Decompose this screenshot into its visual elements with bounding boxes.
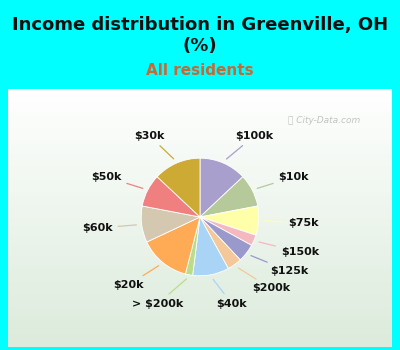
Bar bbox=[8, 226, 392, 231]
Bar bbox=[8, 274, 392, 278]
Bar bbox=[8, 261, 392, 265]
Bar bbox=[8, 278, 392, 282]
Bar bbox=[8, 248, 392, 252]
Bar bbox=[8, 214, 392, 218]
Text: $150k: $150k bbox=[259, 242, 319, 257]
Bar bbox=[8, 93, 392, 98]
Text: All residents: All residents bbox=[146, 63, 254, 78]
Wedge shape bbox=[200, 217, 252, 260]
Bar bbox=[8, 316, 392, 321]
Bar bbox=[8, 252, 392, 257]
Wedge shape bbox=[141, 206, 200, 242]
Bar bbox=[8, 188, 392, 192]
Bar bbox=[8, 235, 392, 239]
Text: $100k: $100k bbox=[226, 131, 273, 159]
Bar bbox=[8, 196, 392, 201]
Bar bbox=[8, 244, 392, 248]
Bar bbox=[8, 154, 392, 158]
Bar bbox=[8, 115, 392, 119]
Bar bbox=[8, 132, 392, 136]
Wedge shape bbox=[147, 217, 200, 274]
Bar bbox=[8, 102, 392, 106]
Wedge shape bbox=[200, 217, 240, 268]
Bar bbox=[8, 201, 392, 205]
Bar bbox=[8, 299, 392, 303]
Text: Income distribution in Greenville, OH: Income distribution in Greenville, OH bbox=[12, 16, 388, 34]
Bar bbox=[8, 171, 392, 175]
Bar bbox=[8, 179, 392, 183]
Text: $75k: $75k bbox=[264, 218, 318, 228]
Bar bbox=[8, 265, 392, 270]
Wedge shape bbox=[185, 217, 200, 275]
Bar bbox=[8, 334, 392, 338]
Bar bbox=[8, 329, 392, 334]
Bar bbox=[8, 141, 392, 145]
Wedge shape bbox=[200, 217, 256, 245]
Bar bbox=[8, 89, 392, 93]
Bar bbox=[8, 209, 392, 214]
Text: 🔍 City-Data.com: 🔍 City-Data.com bbox=[288, 116, 360, 125]
Bar bbox=[8, 308, 392, 312]
Bar bbox=[8, 119, 392, 124]
Bar bbox=[8, 98, 392, 102]
Bar bbox=[8, 257, 392, 261]
Bar bbox=[8, 106, 392, 111]
Text: $60k: $60k bbox=[82, 223, 136, 233]
Bar bbox=[8, 136, 392, 141]
Bar bbox=[8, 111, 392, 115]
Text: $125k: $125k bbox=[251, 256, 308, 276]
Bar bbox=[8, 218, 392, 222]
Bar bbox=[8, 312, 392, 316]
Wedge shape bbox=[200, 206, 259, 235]
Bar bbox=[8, 222, 392, 226]
Bar bbox=[8, 145, 392, 149]
Bar bbox=[8, 124, 392, 128]
Bar bbox=[8, 205, 392, 209]
Bar bbox=[8, 286, 392, 291]
Bar bbox=[8, 303, 392, 308]
Bar bbox=[8, 166, 392, 171]
Wedge shape bbox=[193, 217, 228, 276]
Bar bbox=[8, 231, 392, 235]
Text: > $200k: > $200k bbox=[132, 279, 186, 309]
Bar bbox=[8, 162, 392, 167]
Bar bbox=[8, 342, 392, 346]
Wedge shape bbox=[200, 177, 258, 217]
Bar bbox=[8, 239, 392, 244]
Bar bbox=[8, 128, 392, 132]
Wedge shape bbox=[157, 158, 200, 217]
Bar bbox=[8, 321, 392, 325]
Bar bbox=[8, 149, 392, 154]
Bar bbox=[8, 291, 392, 295]
Bar bbox=[8, 158, 392, 162]
Bar bbox=[8, 338, 392, 342]
Wedge shape bbox=[142, 177, 200, 217]
Bar bbox=[8, 192, 392, 196]
Text: $50k: $50k bbox=[91, 172, 143, 188]
Text: $30k: $30k bbox=[134, 131, 174, 159]
Bar bbox=[8, 295, 392, 299]
Bar bbox=[8, 183, 392, 188]
Text: $20k: $20k bbox=[113, 266, 159, 290]
Text: $40k: $40k bbox=[213, 279, 247, 309]
Text: $10k: $10k bbox=[257, 172, 309, 188]
Text: $200k: $200k bbox=[238, 268, 290, 293]
Text: (%): (%) bbox=[183, 37, 217, 55]
Bar bbox=[8, 175, 392, 179]
Bar bbox=[8, 325, 392, 329]
Bar bbox=[8, 270, 392, 274]
Bar bbox=[8, 282, 392, 286]
Wedge shape bbox=[200, 158, 243, 217]
